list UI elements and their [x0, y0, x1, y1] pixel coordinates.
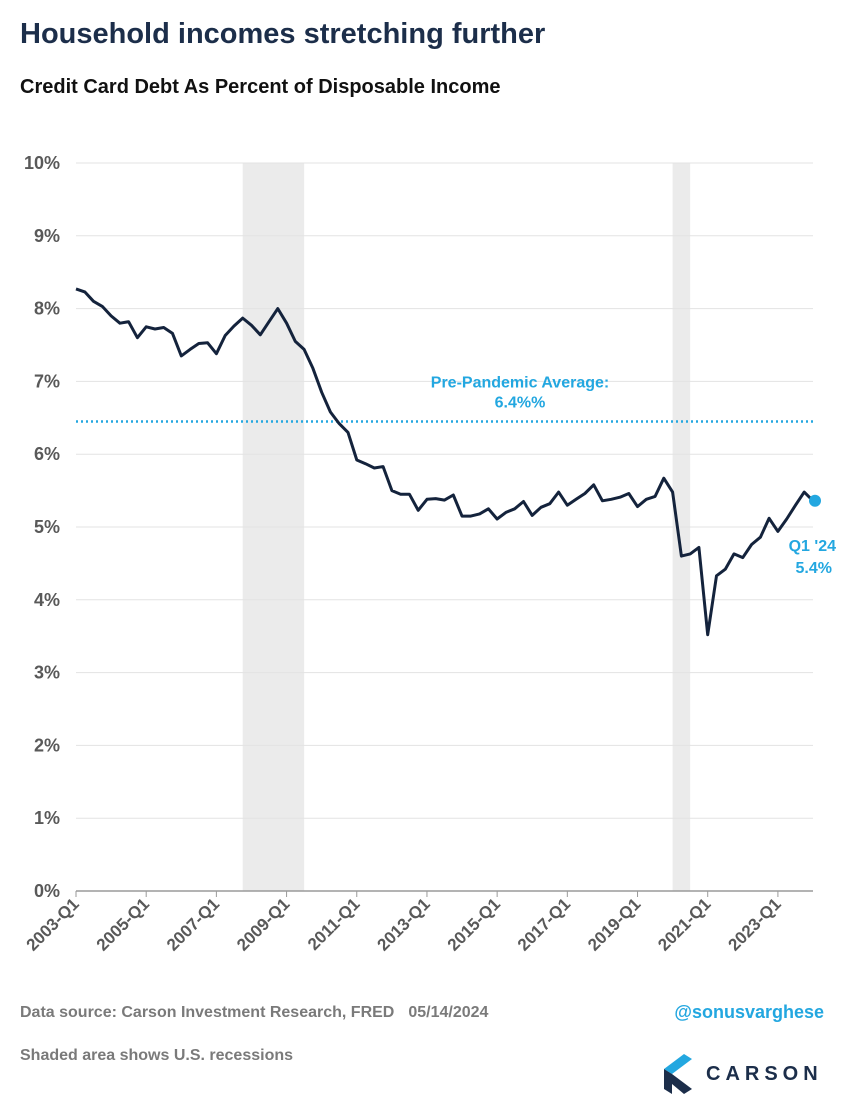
- y-tick-label: 10%: [24, 153, 60, 173]
- series-line: [76, 289, 813, 635]
- brand-wordmark: CARSON: [706, 1063, 823, 1086]
- reference-label: Pre-Pandemic Average:: [431, 374, 609, 391]
- y-tick-label: 1%: [34, 808, 60, 828]
- x-tick-label: 2023-Q1: [725, 894, 785, 954]
- x-tick-label: 2009-Q1: [233, 894, 293, 954]
- last-point-annotation: Q1 '24 5.4%: [789, 538, 836, 577]
- carson-logo-icon: [664, 1054, 692, 1094]
- x-tick-label: 2013-Q1: [374, 894, 434, 954]
- y-tick-label: 8%: [34, 299, 60, 319]
- recession-note: Shaded area shows U.S. recessions: [20, 1047, 293, 1065]
- brand-logo: CARSON: [664, 1052, 823, 1096]
- x-tick-label: 2007-Q1: [163, 894, 223, 954]
- data-source: Data source: Carson Investment Research,…: [20, 1004, 394, 1021]
- x-tick-label: 2019-Q1: [584, 894, 644, 954]
- y-tick-label: 6%: [34, 444, 60, 464]
- y-tick-label: 9%: [34, 226, 60, 246]
- y-tick-label: 7%: [34, 371, 60, 391]
- last-point-label: Q1 '24: [789, 538, 836, 555]
- publish-date: 05/14/2024: [408, 1004, 488, 1021]
- x-tick-label: 2005-Q1: [93, 894, 153, 954]
- reference-value-label: 6.4%%: [495, 394, 546, 411]
- y-tick-label: 0%: [34, 881, 60, 901]
- last-point-value: 5.4%: [796, 560, 832, 577]
- x-tick-label: 2015-Q1: [444, 894, 504, 954]
- x-axis-ticks: 2003-Q1 2005-Q1 2007-Q1 2009-Q1 2011-Q1 2013-…: [23, 891, 785, 955]
- y-tick-label: 2%: [34, 735, 60, 755]
- data-source-note: Data source: Carson Investment Research,…: [20, 1004, 488, 1022]
- grid-lines: [76, 163, 813, 891]
- author-handle: @sonusvarghese: [674, 1002, 824, 1023]
- x-tick-label: 2003-Q1: [23, 894, 83, 954]
- y-axis-ticks: 0% 1% 2% 3% 4% 5% 6% 7% 8% 9% 10%: [24, 153, 60, 901]
- x-tick-label: 2021-Q1: [654, 894, 714, 954]
- x-tick-label: 2011-Q1: [304, 894, 364, 954]
- x-tick-label: 2017-Q1: [514, 894, 574, 954]
- y-tick-label: 5%: [34, 517, 60, 537]
- last-point-marker: [809, 495, 821, 507]
- y-tick-label: 3%: [34, 663, 60, 683]
- line-chart: 0%1%2%3%4%5%6%7%8%9%10% 2003-Q1 2005-Q1 20…: [0, 0, 866, 1000]
- y-tick-label: 4%: [34, 590, 60, 610]
